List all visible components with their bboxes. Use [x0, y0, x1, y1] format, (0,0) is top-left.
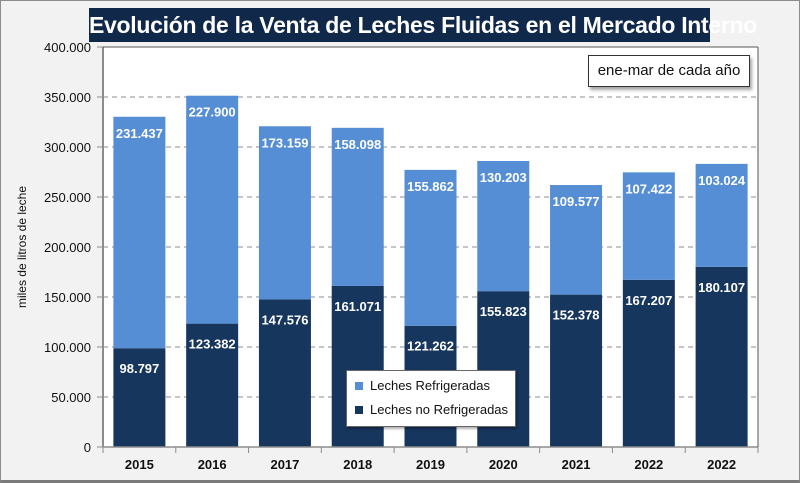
x-tick-label: 2022 [707, 457, 736, 472]
x-tick-label: 2016 [198, 457, 227, 472]
data-label-no-refrigeradas: 167.207 [625, 293, 672, 308]
data-label-refrigeradas: 231.437 [116, 126, 163, 141]
bar-no-refrigeradas [550, 294, 603, 447]
tick-labels: 0 50.000 100.000 150.000 200.000 250.000 300.0… [44, 40, 736, 472]
period-annotation: ene-mar de cada año [588, 55, 750, 87]
data-labels: 98.797 231.437 123.382 227.900 147.576 173.15… [116, 105, 746, 376]
axes [97, 46, 759, 453]
legend-label: Leches no Refrigeradas [370, 402, 509, 417]
bar-no-refrigeradas [622, 279, 675, 447]
legend-swatch-refrigeradas [355, 381, 363, 390]
data-label-refrigeradas: 227.900 [189, 105, 236, 120]
data-label-no-refrigeradas: 147.576 [261, 312, 308, 327]
y-tick-label: 250.000 [44, 190, 91, 205]
bar-refrigeradas [477, 160, 530, 292]
bar-refrigeradas [113, 116, 166, 349]
data-label-refrigeradas: 130.203 [480, 170, 527, 185]
bar-refrigeradas [622, 172, 675, 280]
data-label-no-refrigeradas: 180.107 [698, 280, 745, 295]
bar-no-refrigeradas [113, 348, 166, 447]
x-tick-label: 2022 [634, 457, 663, 472]
legend-swatch-no-refrigeradas [355, 405, 363, 414]
data-label-no-refrigeradas: 121.262 [407, 339, 454, 354]
data-label-no-refrigeradas: 123.382 [189, 337, 236, 352]
y-tick-label: 200.000 [44, 240, 91, 255]
x-tick-label: 2019 [416, 457, 445, 472]
bar-refrigeradas [404, 169, 457, 326]
legend-item-refrigeradas: Leches Refrigeradas [355, 377, 490, 395]
bar-no-refrigeradas [186, 323, 239, 447]
bar-refrigeradas [186, 95, 239, 324]
y-axis-label: miles de litros de leche [15, 185, 29, 309]
data-label-no-refrigeradas: 155.823 [480, 304, 527, 319]
bar-refrigeradas [331, 127, 384, 286]
y-tick-label: 300.000 [44, 140, 91, 155]
y-tick-label: 100.000 [44, 340, 91, 355]
y-tick-label: 50.000 [51, 390, 91, 405]
y-tick-label: 0 [84, 440, 91, 455]
data-label-no-refrigeradas: 152.378 [553, 308, 600, 323]
data-label-no-refrigeradas: 98.797 [120, 361, 160, 376]
data-label-refrigeradas: 109.577 [553, 194, 600, 209]
data-label-no-refrigeradas: 161.071 [334, 299, 381, 314]
legend: Leches Refrigeradas Leches no Refrigerad… [346, 370, 516, 427]
x-tick-label: 2015 [125, 457, 154, 472]
y-tick-label: 350.000 [44, 90, 91, 105]
data-label-refrigeradas: 158.098 [334, 137, 381, 152]
x-tick-label: 2017 [270, 457, 299, 472]
legend-label: Leches Refrigeradas [370, 378, 490, 393]
y-tick-label: 150.000 [44, 290, 91, 305]
bar-refrigeradas [695, 163, 748, 267]
legend-item-no-refrigeradas: Leches no Refrigeradas [355, 401, 508, 419]
data-label-refrigeradas: 103.024 [698, 173, 746, 188]
data-label-refrigeradas: 173.159 [261, 135, 308, 150]
y-tick-label: 400.000 [44, 40, 91, 55]
chart-title: Evolución de la Venta de Leches Fluidas … [89, 8, 757, 42]
data-label-refrigeradas: 155.862 [407, 179, 454, 194]
x-tick-label: 2020 [489, 457, 518, 472]
bar-refrigeradas [550, 185, 603, 295]
data-label-refrigeradas: 107.422 [625, 181, 672, 196]
x-tick-label: 2021 [562, 457, 591, 472]
bar-no-refrigeradas [258, 299, 311, 447]
bar-no-refrigeradas [695, 266, 748, 447]
x-tick-label: 2018 [343, 457, 372, 472]
bar-refrigeradas [258, 126, 311, 300]
